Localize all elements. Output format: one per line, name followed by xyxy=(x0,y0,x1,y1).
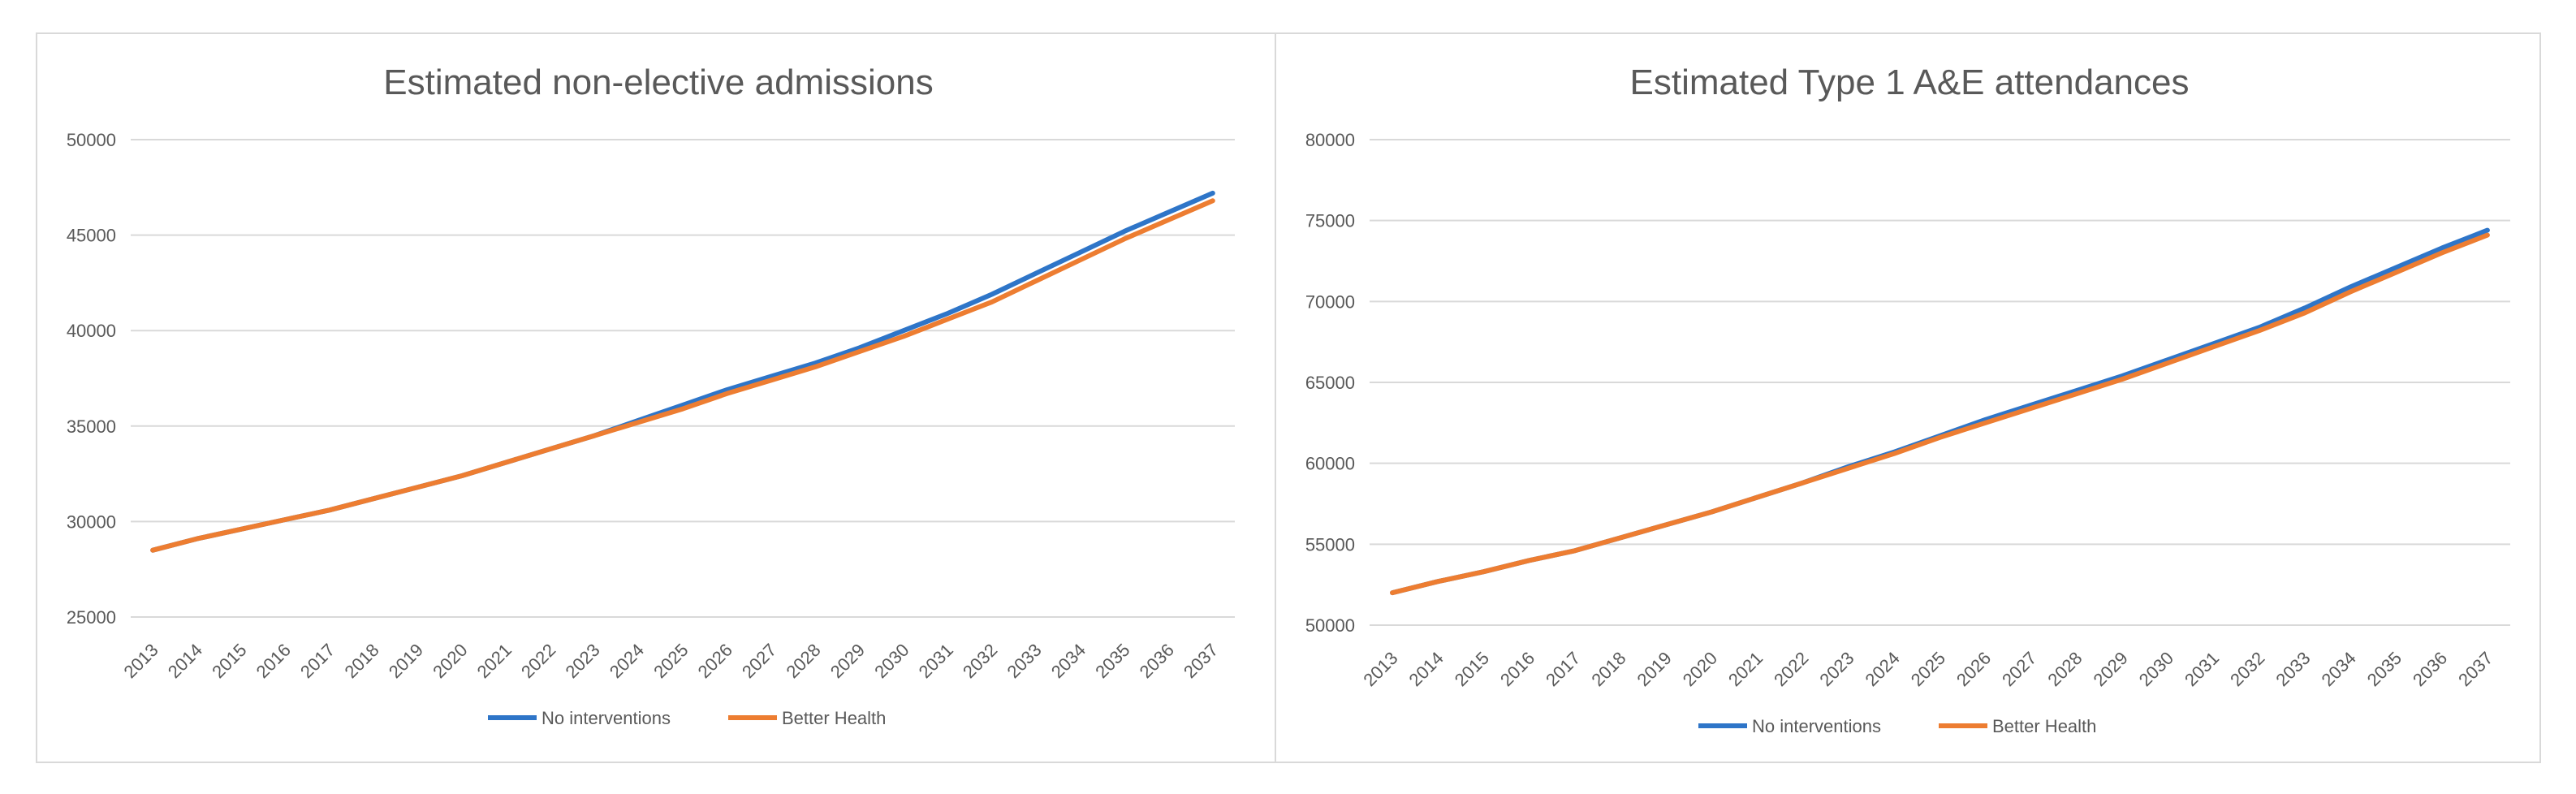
legend-label: No interventions xyxy=(1752,716,1881,736)
x-tick-label: 2026 xyxy=(1952,648,1995,690)
legend-label: Better Health xyxy=(1992,716,2096,736)
x-tick-label: 2013 xyxy=(119,640,162,682)
chart-panel-type1-ae-attendances: Estimated Type 1 A&E attendances 50000 55… xyxy=(1275,32,2541,763)
x-tick-label: 2037 xyxy=(2454,648,2496,690)
series-line-no-interventions xyxy=(150,190,1215,553)
x-tick-label: 2013 xyxy=(1359,648,1401,690)
y-tick-label: 80000 xyxy=(1305,130,1355,150)
series-lines xyxy=(150,190,1215,553)
x-tick-label: 2030 xyxy=(870,640,913,682)
gridlines xyxy=(131,139,1235,618)
x-tick-label: 2030 xyxy=(2135,648,2177,690)
x-tick-label: 2031 xyxy=(915,640,957,682)
x-tick-label: 2015 xyxy=(1451,648,1493,690)
x-tick-label: 2017 xyxy=(296,640,339,682)
x-tick-label: 2025 xyxy=(649,640,692,682)
legend-label: No interventions xyxy=(542,708,671,728)
y-tick-label: 65000 xyxy=(1305,373,1355,393)
x-tick-label: 2031 xyxy=(2181,648,2223,690)
series-line-better-health xyxy=(150,198,1215,553)
x-tick-label: 2035 xyxy=(2363,648,2406,690)
y-tick-label: 75000 xyxy=(1305,211,1355,231)
x-tick-label: 2033 xyxy=(2272,648,2314,690)
series-lines xyxy=(1390,227,2490,596)
x-tick-label: 2026 xyxy=(694,640,736,682)
legend: No interventions Better Health xyxy=(1698,716,2096,736)
x-tick-label: 2023 xyxy=(561,640,603,682)
y-tick-label: 55000 xyxy=(1305,534,1355,555)
x-tick-label: 2028 xyxy=(782,640,824,682)
x-tick-label: 2020 xyxy=(429,640,471,682)
x-tick-label: 2014 xyxy=(164,640,206,682)
x-tick-label: 2032 xyxy=(2226,648,2268,690)
x-tick-label: 2033 xyxy=(1003,640,1045,682)
x-tick-label: 2024 xyxy=(1862,648,1904,690)
x-tick-label: 2029 xyxy=(826,640,869,682)
x-tick-label: 2015 xyxy=(208,640,250,682)
chart-panel-non-elective-admissions: Estimated non-elective admissions 25000 3… xyxy=(36,32,1278,763)
x-tick-label: 2037 xyxy=(1180,640,1222,682)
x-tick-label: 2019 xyxy=(385,640,427,682)
series-line-better-health xyxy=(1390,232,2490,596)
chart-title: Estimated non-elective admissions xyxy=(383,63,933,102)
x-tick-label: 2016 xyxy=(1496,648,1538,690)
y-tick-label: 30000 xyxy=(67,511,116,532)
y-tick-label: 60000 xyxy=(1305,454,1355,474)
y-tick-label: 45000 xyxy=(67,226,116,246)
x-tick-label: 2017 xyxy=(1542,648,1584,690)
y-tick-label: 50000 xyxy=(67,130,116,150)
x-tick-label: 2036 xyxy=(1136,640,1178,682)
x-tick-label: 2032 xyxy=(959,640,1001,682)
gridlines xyxy=(1370,139,2510,626)
x-tick-label: 2035 xyxy=(1091,640,1133,682)
chart-title: Estimated Type 1 A&E attendances xyxy=(1630,63,2190,102)
x-tick-label: 2016 xyxy=(252,640,295,682)
x-tick-label: 2027 xyxy=(738,640,780,682)
x-tick-label: 2018 xyxy=(1587,648,1629,690)
x-tick-label: 2022 xyxy=(517,640,559,682)
x-tick-label: 2023 xyxy=(1815,648,1858,690)
x-tick-label: 2028 xyxy=(2043,648,2086,690)
x-tick-label: 2025 xyxy=(1907,648,1949,690)
x-tick-label: 2022 xyxy=(1770,648,1812,690)
series-line-no-interventions xyxy=(1390,227,2490,596)
x-axis-ticks: 2013 2014 2015 2016 2017 2018 2019 2020 2021 2022… xyxy=(1359,648,2496,690)
x-tick-label: 2014 xyxy=(1405,648,1448,690)
x-tick-label: 2029 xyxy=(2090,648,2132,690)
y-tick-label: 50000 xyxy=(1305,615,1355,636)
y-tick-label: 25000 xyxy=(67,607,116,628)
y-tick-label: 70000 xyxy=(1305,291,1355,312)
chart-svg-type1-ae-attendances: Estimated Type 1 A&E attendances 50000 55… xyxy=(1305,63,2510,736)
x-tick-label: 2027 xyxy=(1998,648,2040,690)
x-tick-label: 2018 xyxy=(340,640,382,682)
x-tick-label: 2021 xyxy=(473,640,516,682)
y-tick-label: 35000 xyxy=(67,416,116,437)
x-axis-ticks: 2013 2014 2015 2016 2017 2018 2019 2020 2021 2022… xyxy=(119,640,1222,682)
x-tick-label: 2034 xyxy=(1047,640,1090,682)
x-tick-label: 2019 xyxy=(1633,648,1676,690)
legend-label: Better Health xyxy=(782,708,886,728)
x-tick-label: 2024 xyxy=(606,640,648,682)
chart-svg-non-elective-admissions: Estimated non-elective admissions 25000 3… xyxy=(67,63,1235,728)
x-tick-label: 2036 xyxy=(2409,648,2451,690)
legend: No interventions Better Health xyxy=(488,708,886,728)
y-axis-ticks: 25000 30000 35000 40000 45000 50000 xyxy=(67,130,116,628)
x-tick-label: 2021 xyxy=(1724,648,1767,690)
y-axis-ticks: 50000 55000 60000 65000 70000 75000 80000 xyxy=(1305,130,1355,636)
x-tick-label: 2020 xyxy=(1679,648,1721,690)
x-tick-label: 2034 xyxy=(2318,648,2360,690)
y-tick-label: 40000 xyxy=(67,321,116,341)
